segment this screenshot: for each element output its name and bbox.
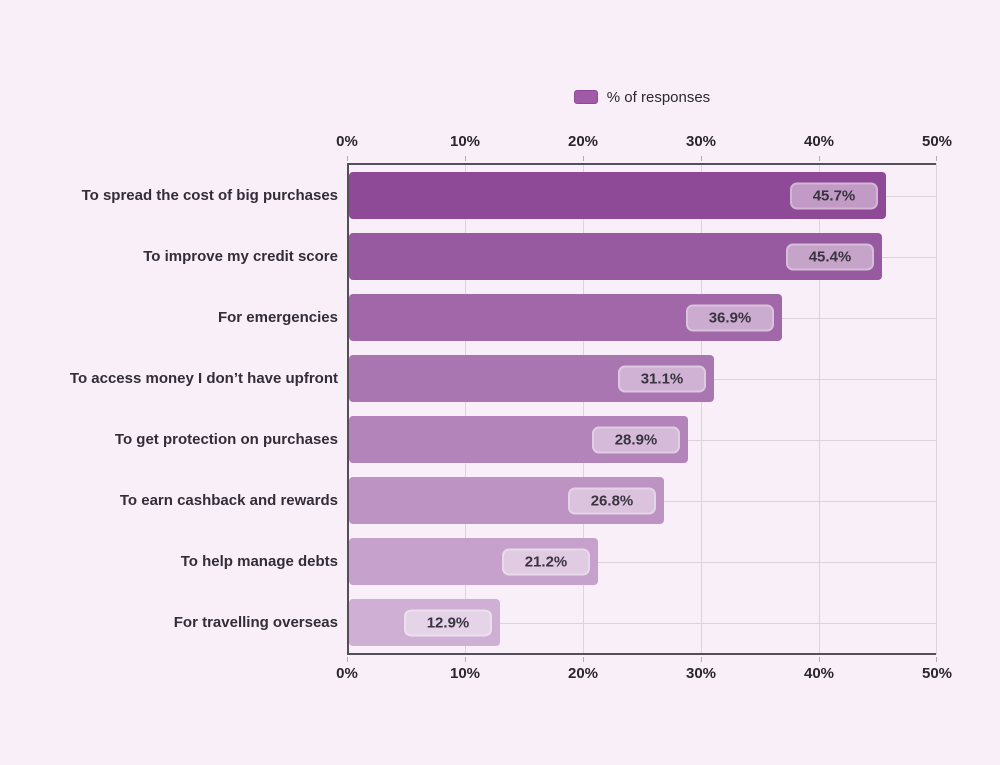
- bar: 36.9%: [349, 294, 782, 341]
- axis-tick-mark: [701, 657, 702, 662]
- axis-tick-mark: [936, 156, 937, 161]
- axis-tick-mark: [347, 657, 348, 662]
- value-badge: 45.7%: [790, 182, 878, 209]
- bar: 28.9%: [349, 416, 688, 463]
- bar: 26.8%: [349, 477, 664, 524]
- category-label: For travelling overseas: [173, 614, 338, 631]
- x-tick-label: 40%: [803, 133, 835, 150]
- bar-row: 45.7%: [349, 165, 936, 226]
- bar-row: 36.9%: [349, 287, 936, 348]
- category-label: To spread the cost of big purchases: [81, 187, 338, 204]
- axis-tick-mark: [583, 657, 584, 662]
- legend: % of responses: [347, 86, 937, 108]
- bar-row: 26.8%: [349, 470, 936, 531]
- axis-tick-mark: [819, 657, 820, 662]
- bar-row: 45.4%: [349, 226, 936, 287]
- axis-tick-mark: [583, 156, 584, 161]
- plot-border-right: [936, 163, 937, 655]
- bar-row: 28.9%: [349, 409, 936, 470]
- value-badge: 28.9%: [592, 426, 680, 453]
- x-tick-label: 20%: [567, 665, 599, 682]
- bar: 45.4%: [349, 233, 882, 280]
- axis-tick-mark: [465, 657, 466, 662]
- axis-tick-mark: [347, 156, 348, 161]
- x-tick-label: 50%: [921, 133, 953, 150]
- x-tick-label: 20%: [567, 133, 599, 150]
- bar: 45.7%: [349, 172, 886, 219]
- vertical-gridline: [819, 165, 820, 653]
- category-label: For emergencies: [217, 309, 338, 326]
- horizontal-gridline: [349, 622, 936, 624]
- value-badge: 45.4%: [786, 243, 874, 270]
- vertical-gridline: [583, 165, 584, 653]
- axis-tick-mark: [936, 657, 937, 662]
- value-badge: 36.9%: [686, 304, 774, 331]
- category-label: To improve my credit score: [143, 248, 338, 265]
- y-axis-category-labels: To spread the cost of big purchases To im…: [20, 165, 338, 653]
- plot-area: 45.7% 45.4% 36.9% 31.1% 28.9% 26.8% 21.2% 12.9%: [347, 156, 937, 662]
- x-tick-label: 40%: [803, 665, 835, 682]
- value-badge: 21.2%: [502, 548, 590, 575]
- x-axis-bottom: 0% 10% 20% 30% 40% 50%: [336, 665, 952, 685]
- legend-label: % of responses: [606, 88, 711, 106]
- bar: 12.9%: [349, 599, 500, 646]
- x-tick-label: 0%: [336, 665, 358, 682]
- x-tick-label: 10%: [449, 133, 481, 150]
- plot-border-top: [347, 163, 937, 165]
- vertical-gridline: [465, 165, 466, 653]
- plot-border-left: [347, 163, 349, 655]
- x-tick-label: 30%: [685, 133, 717, 150]
- category-label: To help manage debts: [180, 553, 338, 570]
- x-tick-label: 30%: [685, 665, 717, 682]
- category-label: To earn cashback and rewards: [119, 492, 338, 509]
- bar-row: 12.9%: [349, 592, 936, 653]
- bar-row: 31.1%: [349, 348, 936, 409]
- bar: 31.1%: [349, 355, 714, 402]
- legend-swatch-icon: [573, 90, 598, 104]
- axis-tick-mark: [819, 156, 820, 161]
- axis-tick-mark: [701, 156, 702, 161]
- plot-border-bottom: [347, 653, 937, 655]
- x-tick-label: 0%: [336, 133, 358, 150]
- category-label: To get protection on purchases: [114, 431, 338, 448]
- x-tick-label: 50%: [921, 665, 953, 682]
- axis-tick-mark: [465, 156, 466, 161]
- horizontal-gridline: [349, 561, 936, 563]
- value-badge: 31.1%: [618, 365, 706, 392]
- x-tick-label: 10%: [449, 665, 481, 682]
- bar: 21.2%: [349, 538, 598, 585]
- value-badge: 12.9%: [404, 609, 492, 636]
- category-label: To access money I don’t have upfront: [69, 370, 338, 387]
- value-badge: 26.8%: [568, 487, 656, 514]
- vertical-gridline: [701, 165, 702, 653]
- bar-row: 21.2%: [349, 531, 936, 592]
- x-axis-top: 0% 10% 20% 30% 40% 50%: [336, 133, 952, 153]
